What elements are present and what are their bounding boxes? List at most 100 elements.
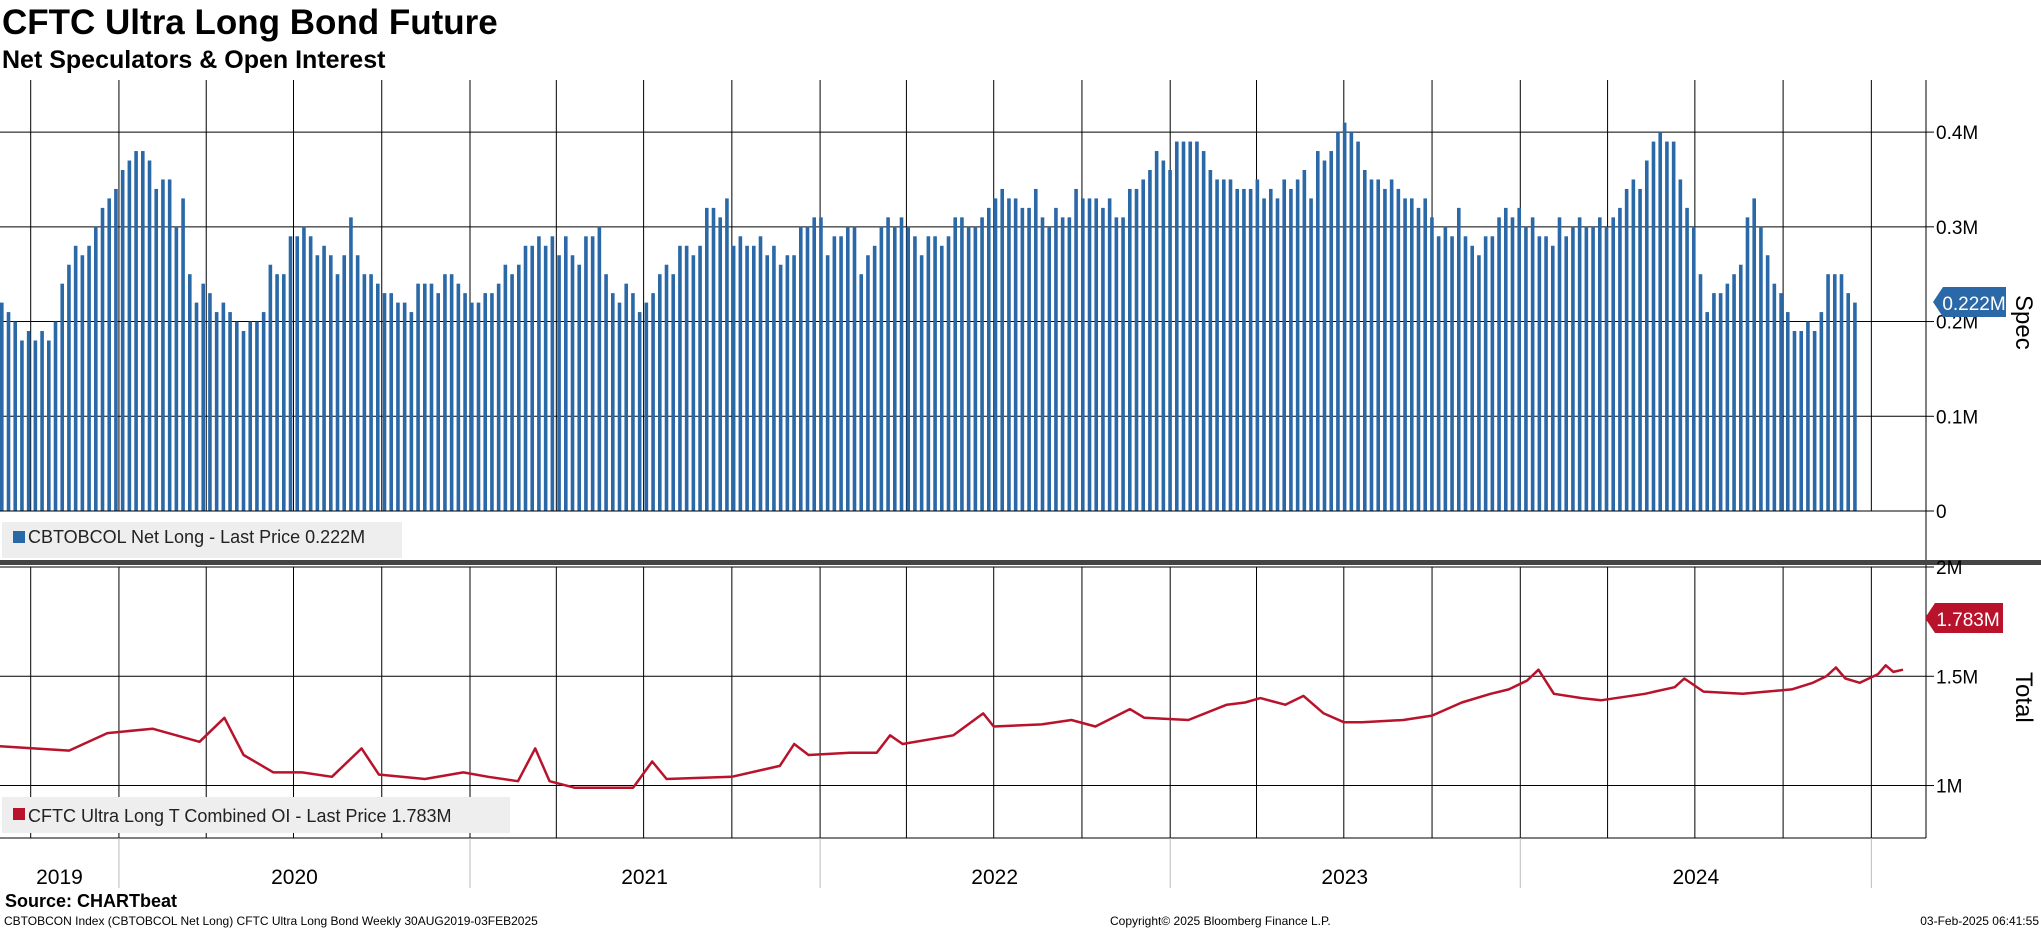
spec-bar	[1618, 207, 1622, 511]
spec-bar	[1007, 198, 1011, 511]
spec-bar	[1215, 179, 1219, 511]
spec-bar	[852, 226, 857, 512]
x-tick-label: 2020	[271, 866, 318, 889]
spec-bar	[26, 331, 31, 511]
spec-bar	[1403, 198, 1407, 511]
spec-bar	[1705, 312, 1710, 511]
spec-bar	[1846, 293, 1851, 511]
chart-title: CFTC Ultra Long Bond Future	[2, 3, 498, 42]
spec-bar	[1691, 226, 1696, 512]
spec-bar	[40, 331, 44, 511]
total-line-path	[0, 664, 1904, 789]
spec-bar	[127, 160, 132, 511]
spec-bar	[1799, 331, 1804, 511]
spec-bar	[328, 255, 333, 511]
spec-bar	[933, 236, 937, 512]
spec-bar	[1188, 141, 1193, 512]
spec-bar	[67, 264, 71, 511]
spec-ytick-label: 0.3M	[1936, 218, 1978, 239]
spec-bar	[261, 312, 266, 511]
spec-bar	[1759, 226, 1763, 512]
spec-bar	[389, 293, 394, 511]
spec-bar	[1463, 236, 1468, 512]
spec-bar	[194, 302, 199, 511]
legend-spec: CBTOBCOL Net Long - Last Price 0.222M	[28, 527, 365, 547]
spec-bar	[308, 236, 313, 512]
x-tick-label: 2024	[1672, 866, 1719, 889]
spec-bar	[510, 274, 514, 511]
spec-bar	[1624, 188, 1629, 511]
spec-bar	[631, 293, 635, 511]
spec-bar	[181, 198, 185, 511]
spec-bar	[1282, 179, 1287, 511]
spec-bar	[845, 226, 850, 512]
spec-bar	[355, 255, 360, 511]
spec-ytick-label: 0.1M	[1936, 407, 1978, 428]
spec-bar	[268, 264, 273, 511]
spec-bar	[711, 207, 716, 511]
spec-bar	[369, 274, 373, 511]
spec-bar	[1315, 151, 1320, 512]
spec-bar	[530, 245, 535, 511]
spec-bar	[1221, 179, 1226, 511]
spec-bar	[570, 255, 575, 511]
spec-bar	[1087, 198, 1092, 511]
spec-bar	[201, 283, 206, 511]
spec-bar	[1376, 179, 1381, 511]
spec-bar	[362, 274, 367, 511]
x-tick-label: 2019	[36, 866, 83, 889]
spec-bar	[610, 293, 615, 511]
spec-bar	[906, 226, 911, 512]
spec-bar	[1497, 217, 1501, 511]
spec-bar	[187, 274, 192, 511]
spec-bar	[1228, 179, 1233, 511]
spec-bar	[1839, 274, 1844, 511]
spec-bar	[1409, 198, 1414, 511]
spec-bar	[20, 340, 24, 511]
spec-bar	[1765, 255, 1770, 511]
axis-title-spec: Spec	[2010, 295, 2037, 350]
spec-bar	[859, 274, 864, 511]
spec-bar	[476, 302, 481, 511]
spec-bar	[1591, 226, 1595, 512]
spec-bar	[1322, 160, 1327, 511]
spec-bar	[443, 274, 447, 511]
spec-bar	[1443, 226, 1448, 512]
spec-bar	[966, 226, 971, 512]
spec-bar	[93, 226, 98, 512]
spec-bar	[1020, 207, 1025, 511]
spec-bar	[463, 293, 467, 511]
spec-bar	[1114, 217, 1119, 511]
spec-bar	[1745, 217, 1750, 511]
spec-bar	[281, 274, 286, 511]
spec-bar	[335, 274, 340, 511]
spec-bar	[1141, 179, 1146, 511]
spec-bar	[1477, 255, 1481, 511]
spec-bar	[469, 302, 474, 511]
spec-bar	[939, 245, 944, 511]
spec-bar	[960, 217, 964, 511]
spec-bar	[1732, 274, 1736, 511]
spec-bar	[1524, 226, 1528, 512]
spec-bar	[1067, 217, 1072, 511]
spec-bar	[664, 264, 669, 511]
spec-bar	[1436, 236, 1441, 512]
axis-title-total: Total	[2010, 672, 2037, 723]
spec-bar	[147, 160, 152, 511]
spec-bar	[839, 236, 843, 512]
spec-bar	[1738, 264, 1743, 511]
spec-bar	[161, 179, 165, 511]
spec-bar	[543, 245, 548, 511]
spec-bar	[738, 236, 743, 512]
legend-box-total	[2, 797, 510, 833]
spec-bar	[1127, 188, 1132, 511]
spec-bar	[1336, 132, 1340, 511]
spec-bar	[986, 207, 991, 511]
spec-bar	[1208, 169, 1213, 511]
spec-bar	[1040, 217, 1045, 511]
spec-bar	[1577, 217, 1582, 511]
spec-bar	[1792, 331, 1797, 511]
spec-bar	[1853, 302, 1857, 511]
last-value-spec: 0.222M	[1942, 294, 2005, 315]
